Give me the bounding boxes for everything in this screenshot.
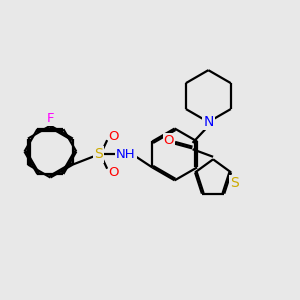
Text: O: O — [109, 130, 119, 143]
Text: O: O — [164, 134, 174, 147]
Text: N: N — [203, 115, 214, 129]
Text: S: S — [230, 176, 239, 190]
Text: NH: NH — [116, 148, 136, 161]
Text: O: O — [109, 166, 119, 179]
Text: F: F — [46, 112, 54, 125]
Text: S: S — [94, 147, 103, 161]
